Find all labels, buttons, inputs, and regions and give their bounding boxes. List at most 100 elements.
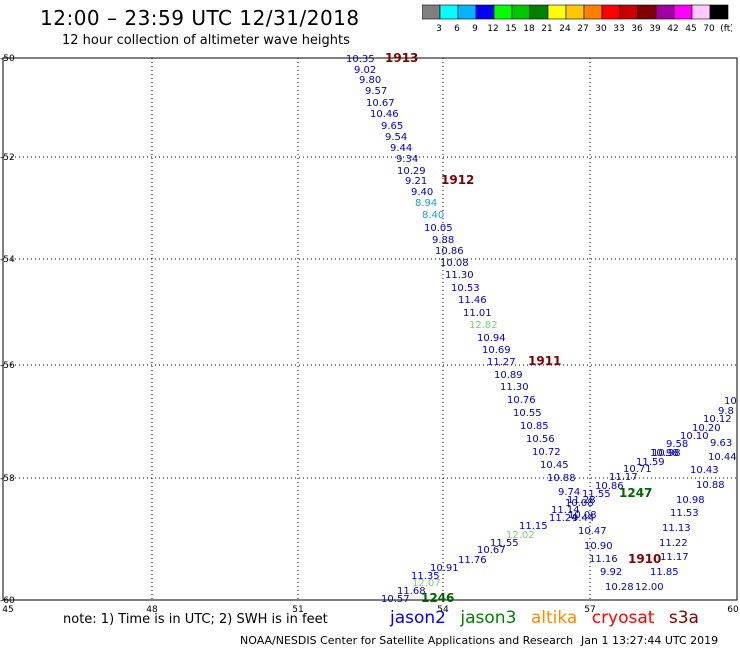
track-a-value: 9.74	[558, 487, 580, 498]
track-a-value: 9.40	[411, 187, 433, 198]
track-a-value: 11.01	[463, 308, 492, 319]
track-c-value: 11.17	[660, 552, 689, 563]
color-scale-label: 70	[703, 24, 715, 34]
track-b-value: 10.57	[381, 594, 410, 605]
lat-label: -58	[0, 474, 15, 484]
track-a-value: 9.44	[572, 513, 594, 524]
track-a-value: 10.29	[397, 166, 426, 177]
track-a-value: 10.89	[494, 370, 523, 381]
track-b-value: 12.02	[506, 530, 535, 541]
track-c-value: 9.63	[710, 438, 732, 449]
color-scale-label: 9	[472, 24, 478, 34]
color-scale-label: 21	[541, 24, 552, 34]
track-a-value: 9.54	[385, 132, 407, 143]
satellite-legend: jason2 jason3 altika cryosat s3a	[390, 608, 708, 628]
lat-label: -50	[0, 54, 15, 64]
lon-label: 51	[292, 605, 303, 615]
track-c-value: 10.98	[652, 448, 681, 459]
track-a-value: 10.88	[547, 473, 576, 484]
track-c-value: 12.00	[635, 582, 664, 593]
track-b-value: 11.17	[609, 472, 638, 483]
color-scale-label: 30	[595, 24, 607, 34]
track-b-value: 9.8	[718, 406, 734, 417]
lat-label: -60	[0, 596, 15, 606]
pass-number-label: 1913	[385, 51, 418, 65]
track-a-value: 9.44	[390, 143, 412, 154]
track-a-value: 10.46	[370, 109, 399, 120]
track-a-value: 10.76	[507, 395, 536, 406]
track-a-value: 11.30	[500, 382, 529, 393]
track-b-value: 9.58	[666, 439, 688, 450]
lat-label: -56	[0, 361, 15, 371]
track-b-value: 11.24	[549, 513, 578, 524]
track-b-value: 11.14	[551, 505, 580, 516]
map-frame	[2, 57, 738, 601]
track-b-value: 11.55	[582, 489, 611, 500]
pass-number-label: 1247	[619, 486, 652, 500]
track-a-value: 10.56	[526, 434, 555, 445]
track-a-value: 9.80	[359, 75, 381, 86]
color-scale-label: 15	[505, 24, 516, 34]
legend-cryosat: cryosat	[591, 608, 655, 628]
track-b-value: 10.71	[623, 464, 652, 475]
lat-label: -52	[0, 153, 15, 163]
lon-label: 57	[584, 605, 595, 615]
color-scale-label: 45	[685, 24, 696, 34]
track-c-value: 10.43	[690, 465, 719, 476]
track-a-value: 10.47	[578, 526, 607, 537]
track-a-value: 9.88	[432, 235, 454, 246]
track-a-value: 11.30	[445, 270, 474, 281]
track-b-value: 11.28	[567, 495, 596, 506]
track-c-value: 11.53	[670, 508, 699, 519]
track-a-value: 10.53	[451, 283, 480, 294]
page-subtitle: 12 hour collection of altimeter wave hei…	[62, 33, 350, 48]
track-b-value: 10.98	[650, 448, 679, 459]
track-a-value: 10.45	[540, 460, 569, 471]
track-c-value: 11.13	[662, 523, 691, 534]
track-a-value: 9.57	[365, 86, 387, 97]
track-a-value: 10.67	[366, 98, 395, 109]
track-a-value: 9.92	[600, 567, 622, 578]
track-c-value: 10.88	[696, 480, 725, 491]
lon-label: 54	[437, 605, 449, 615]
track-a-value: 8.94	[415, 198, 437, 209]
track-a-value: 10.08	[565, 498, 594, 509]
track-c-value: 11.22	[659, 538, 688, 549]
pass-number-label: 1910	[628, 552, 661, 566]
track-b-value: 10.91	[430, 563, 459, 574]
track-a-value: 10.08	[440, 258, 469, 269]
page-title: 12:00 – 23:59 UTC 12/31/2018	[40, 6, 360, 30]
track-a-value: 9.02	[354, 65, 376, 76]
track-a-value: 9.21	[405, 176, 427, 187]
track-a-value: 9.65	[381, 121, 403, 132]
track-a-value: 10.05	[424, 223, 453, 234]
track-a-value: 10.90	[584, 541, 613, 552]
lon-label: 45	[2, 605, 13, 615]
color-scale-label: 6	[454, 24, 460, 34]
track-b-value: 11.68	[397, 586, 426, 597]
track-a-value: 11.27	[487, 357, 516, 368]
track-b-value: 10.12	[703, 414, 732, 425]
track-b-value: 11.55	[490, 538, 519, 549]
track-b-value: 11.76	[458, 555, 487, 566]
footer-timestamp: Jan 1 13:27:44 UTC 2019	[581, 634, 719, 647]
track-b-value: 10	[724, 396, 737, 407]
track-c-value: 10.98	[676, 495, 705, 506]
track-a-value: 10.08	[568, 510, 597, 521]
track-b-value: 12.07	[412, 578, 441, 589]
track-a-value: 10.55	[513, 408, 542, 419]
color-scale-label: 36	[631, 24, 643, 34]
color-scale-label: 39	[649, 24, 661, 34]
lat-label: -54	[0, 255, 15, 265]
track-b-value: 10.67	[477, 545, 506, 556]
color-swatch	[709, 4, 729, 20]
color-scale-label: 24	[559, 24, 571, 34]
pass-number-label: 1911	[528, 354, 561, 368]
color-scale-label: 3	[436, 24, 442, 34]
track-a-value: 10.35	[346, 54, 375, 65]
track-a-value: 12.82	[469, 320, 498, 331]
track-a-value: 10.69	[482, 345, 511, 356]
track-a-value: 11.46	[458, 295, 487, 306]
track-b-value: 11.15	[519, 521, 548, 532]
track-b-value: 10.10	[680, 431, 709, 442]
